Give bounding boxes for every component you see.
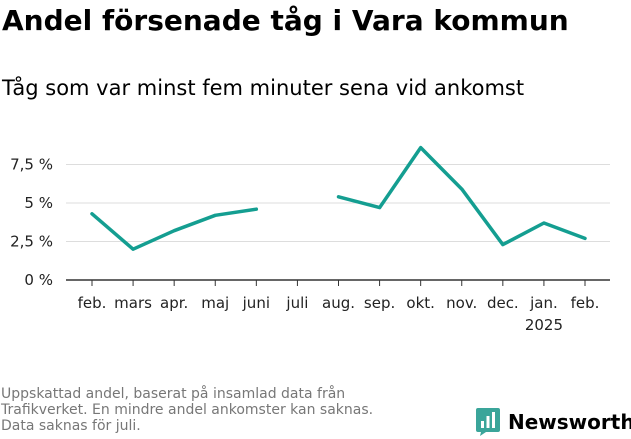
footnote-line: Data saknas för juli. xyxy=(1,418,141,434)
x-tick-label: dec. xyxy=(487,294,519,312)
y-tick-label: 7,5 % xyxy=(10,156,53,174)
x-axis: feb. mars apr. maj juni juli aug. sep. okt. nov. d… xyxy=(78,280,600,334)
x-tick-sublabel: 2025 xyxy=(525,316,563,334)
y-axis-tick-labels: 0 % 2,5 % 5 % 7,5 % xyxy=(10,156,53,290)
x-tick-label: jan. xyxy=(529,294,558,312)
x-tick-label: aug. xyxy=(322,294,355,312)
footnote: Uppskattad andel, baserat på insamlad da… xyxy=(1,386,441,434)
chart-title: Andel försenade tåg i Vara kommun xyxy=(2,4,569,37)
x-tick-label: feb. xyxy=(571,294,600,312)
line-chart: 0 % 2,5 % 5 % 7,5 % feb. mars apr. maj juni juli… xyxy=(10,145,610,334)
series-line xyxy=(336,145,587,247)
grid-lines xyxy=(66,164,610,281)
series-lines xyxy=(90,145,587,251)
y-tick-label: 2,5 % xyxy=(10,233,53,251)
x-tick-label: feb. xyxy=(78,294,107,312)
x-tick-label: nov. xyxy=(446,294,477,312)
series-line xyxy=(90,207,259,251)
x-tick-label: mars xyxy=(114,294,152,312)
brand-logo: Newsworthy xyxy=(476,408,631,436)
footnote-line: Uppskattad andel, baserat på insamlad da… xyxy=(1,386,346,402)
x-tick-label: sep. xyxy=(364,294,395,312)
x-tick-label: juli xyxy=(285,294,308,312)
x-tick-label: maj xyxy=(201,294,229,312)
x-tick-label: okt. xyxy=(406,294,435,312)
brand-name: Newsworthy xyxy=(508,410,631,434)
footnote-line: Trafikverket. En mindre andel ankomster … xyxy=(1,402,374,418)
y-tick-label: 0 % xyxy=(24,271,53,289)
y-tick-label: 5 % xyxy=(24,194,53,212)
x-tick-label: apr. xyxy=(160,294,188,312)
bar-chart-logo-icon xyxy=(476,408,500,436)
chart-subtitle: Tåg som var minst fem minuter sena vid a… xyxy=(2,76,525,100)
x-tick-label: juni xyxy=(242,294,270,312)
